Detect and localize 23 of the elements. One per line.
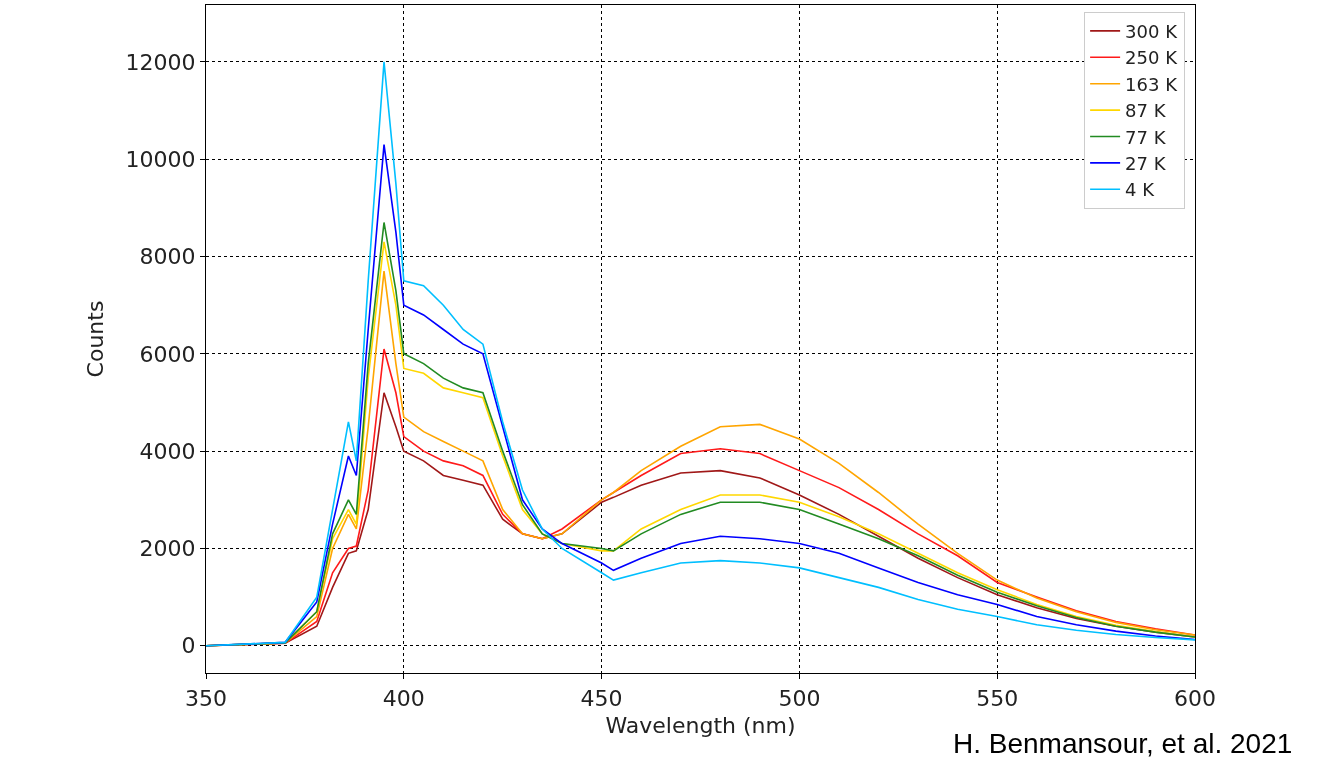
legend-label: 87 K: [1125, 100, 1167, 122]
x-tick-label: 550: [976, 685, 1019, 711]
legend-label: 77 K: [1125, 126, 1167, 148]
y-tick-label: 10000: [125, 146, 196, 172]
legend-label: 300 K: [1125, 20, 1179, 42]
legend-label: 4 K: [1125, 179, 1156, 201]
y-tick-label: 12000: [125, 49, 196, 75]
legend-label: 250 K: [1125, 47, 1179, 69]
x-tick-label: 500: [778, 685, 821, 711]
x-tick-label: 400: [382, 685, 425, 711]
x-tick-label: 450: [580, 685, 623, 711]
text: H. Benmansour, et al. 2021: [953, 728, 1293, 759]
y-tick-label: 6000: [139, 341, 196, 367]
y-tick-label: 8000: [139, 244, 196, 270]
x-tick-label: 350: [185, 685, 227, 711]
legend-label: 163 K: [1125, 73, 1179, 95]
y-tick-label: 2000: [139, 536, 196, 562]
y-axis-title: Counts: [83, 300, 109, 378]
y-tick-label: 4000: [139, 438, 196, 464]
x-axis-title: Wavelength (nm): [605, 713, 796, 739]
y-tick-label: 0: [181, 633, 196, 659]
x-tick-label: 600: [1174, 685, 1216, 711]
legend-label: 27 K: [1125, 152, 1167, 174]
